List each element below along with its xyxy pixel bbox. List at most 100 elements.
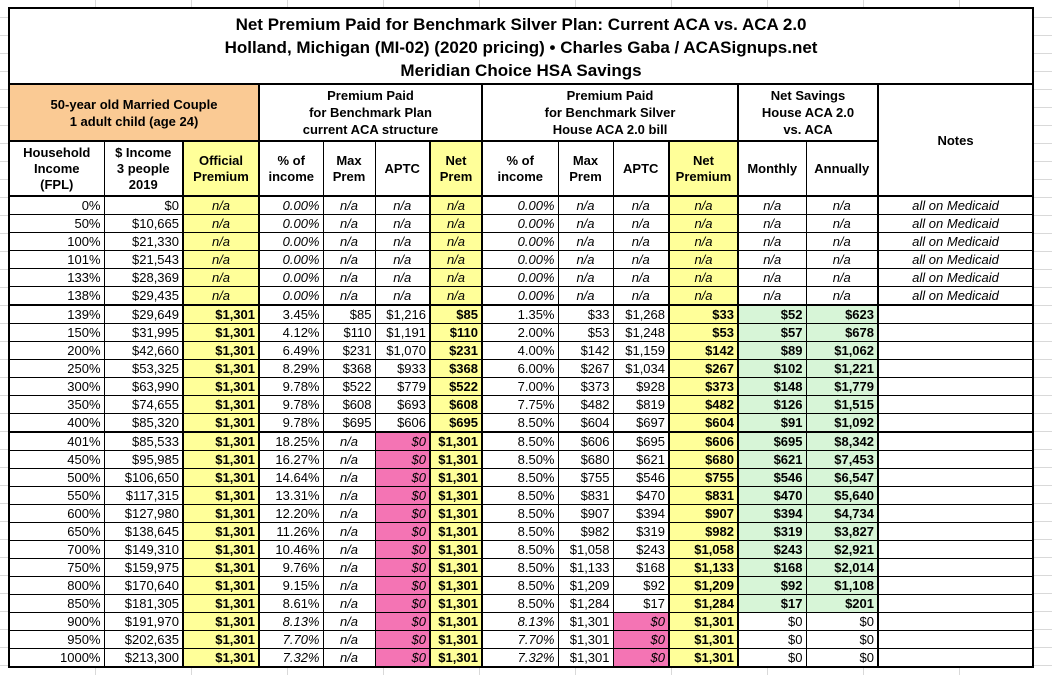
cell-aca2-aptc: $695 [612,431,670,451]
cell-aca-max-prem: n/a [322,268,376,287]
cell-aca-aptc: n/a [374,214,431,233]
cell-savings-monthly: $394 [737,504,807,523]
title-line-1: Net Premium Paid for Benchmark Silver Pl… [235,14,807,34]
table-row-401: 401% $85,533 $1,301 18.25% n/a $0 $1,301 8.50% $… [8,431,1034,451]
cell-income: $117,315 [103,486,184,505]
cell-aca2-net-premium: $1,301 [668,612,739,631]
cell-note [876,486,1034,505]
cell-aca2-pct-income: 8.50% [481,522,559,541]
cell-aca-aptc: n/a [374,286,431,306]
cell-aca2-max-prem: $1,301 [557,630,614,649]
title-line-2: Holland, Michigan (MI-02) (2020 pricing)… [224,37,818,57]
cell-aca-aptc: $933 [374,359,431,378]
cell-aca2-aptc: $621 [612,450,670,469]
cell-aca2-aptc: $243 [612,540,670,559]
cell-fpl: 400% [8,413,105,433]
cell-savings-annually: $3,827 [805,522,879,541]
cell-aca-pct-income: 9.15% [258,576,324,595]
column-header-row: Household Income (FPL) $ Income 3 people … [8,140,1033,197]
table-body: Net Premium Paid for Benchmark Silver Pl… [8,7,1034,668]
cell-savings-annually: $623 [805,304,879,324]
group-header-0: 50-year old Married Couple 1 adult child… [8,83,260,142]
cell-aca-aptc: n/a [374,195,431,215]
column-header-aca-aptc: APTC [374,140,431,197]
cell-aca2-pct-income: 0.00% [481,286,559,306]
cell-aca-pct-income: 9.78% [258,395,324,414]
cell-note: all on Medicaid [876,268,1034,287]
cell-aca2-net-premium: $482 [668,395,739,414]
cell-aca-max-prem: n/a [322,214,376,233]
table-row-450: 450% $95,985 $1,301 16.27% n/a $0 $1,301 8.50% $… [8,450,1034,469]
cell-income: $106,650 [103,468,184,487]
cell-aca-pct-income: 6.49% [258,341,324,360]
column-header-aca-net-prem: Net Prem [429,140,483,197]
cell-aca2-net-premium: $907 [668,504,739,523]
cell-aca-net-prem: $1,301 [429,522,483,541]
cell-savings-monthly: $148 [737,377,807,396]
cell-aca-max-prem: n/a [322,450,376,469]
table-row-850: 850% $181,305 $1,301 8.61% n/a $0 $1,301 8.50% $… [8,594,1034,613]
cell-aca2-pct-income: 8.50% [481,540,559,559]
cell-aca2-pct-income: 4.00% [481,341,559,360]
cell-aca2-max-prem: $907 [557,504,614,523]
cell-aca2-net-premium: $1,301 [668,630,739,649]
cell-aca-pct-income: 14.64% [258,468,324,487]
cell-income: $85,533 [103,431,184,451]
cell-aca2-net-premium: $53 [668,323,739,342]
cell-aca2-aptc: $0 [612,648,670,668]
cell-savings-monthly: $470 [737,486,807,505]
cell-aca-pct-income: 11.26% [258,522,324,541]
cell-aca2-pct-income: 0.00% [481,268,559,287]
cell-aca2-pct-income: 8.50% [481,468,559,487]
cell-aca2-aptc: $394 [612,504,670,523]
cell-savings-annually: $4,734 [805,504,879,523]
cell-note [876,450,1034,469]
cell-aca2-max-prem: n/a [557,268,614,287]
cell-aca-net-prem: n/a [429,286,483,306]
cell-aca2-max-prem: $1,301 [557,612,614,631]
cell-savings-annually: $1,092 [805,413,879,433]
cell-aca2-aptc: $1,248 [612,323,670,342]
cell-aca-pct-income: 0.00% [258,232,324,251]
cell-official-premium: $1,301 [182,630,260,649]
cell-aca-aptc: $1,191 [374,323,431,342]
table-row-600: 600% $127,980 $1,301 12.20% n/a $0 $1,301 8.50%… [8,504,1034,523]
cell-income: $159,975 [103,558,184,577]
cell-aca2-net-premium: $373 [668,377,739,396]
cell-aca-net-prem: n/a [429,195,483,215]
cell-aca-aptc: $779 [374,377,431,396]
cell-aca-pct-income: 9.78% [258,377,324,396]
cell-aca-net-prem: $1,301 [429,612,483,631]
cell-savings-monthly: n/a [737,250,807,269]
cell-aca2-net-premium: $755 [668,468,739,487]
group-header-2: Premium Paid for Benchmark Silver House … [481,83,739,142]
cell-aca2-pct-income: 2.00% [481,323,559,342]
cell-income: $127,980 [103,504,184,523]
cell-aca-net-prem: $1,301 [429,504,483,523]
cell-income: $202,635 [103,630,184,649]
cell-aca-aptc: $0 [374,431,431,451]
cell-savings-annually: n/a [805,250,879,269]
cell-aca-net-prem: n/a [429,232,483,251]
table-row-250: 250% $53,325 $1,301 8.29% $368 $933 $368 6.00% $… [8,359,1034,378]
cell-fpl: 139% [8,304,105,324]
cell-aca2-pct-income: 8.50% [481,594,559,613]
cell-aca2-aptc: $470 [612,486,670,505]
cell-savings-monthly: $52 [737,304,807,324]
cell-note [876,323,1034,342]
cell-note [876,431,1034,451]
cell-official-premium: n/a [182,268,260,287]
cell-aca-net-prem: $1,301 [429,431,483,451]
cell-income: $21,330 [103,232,184,251]
cell-savings-annually: n/a [805,286,879,306]
cell-savings-annually: $1,062 [805,341,879,360]
cell-aca2-max-prem: $1,209 [557,576,614,595]
table-row-50: 50% $10,665 n/a 0.00% n/a n/a n/a 0.00% n/a n/a n/… [8,214,1034,233]
cell-savings-annually: $1,779 [805,377,879,396]
cell-aca-aptc: $0 [374,558,431,577]
cell-fpl: 950% [8,630,105,649]
cell-aca2-max-prem: n/a [557,250,614,269]
cell-note: all on Medicaid [876,214,1034,233]
cell-savings-monthly: $91 [737,413,807,433]
cell-aca-pct-income: 7.70% [258,630,324,649]
